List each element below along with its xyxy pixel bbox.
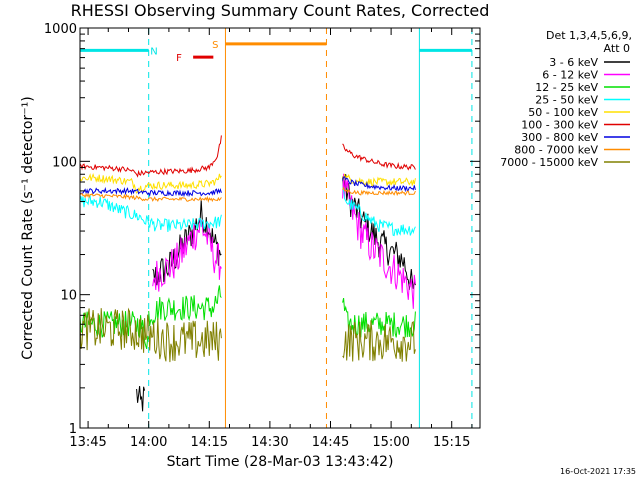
y-tick-label-100: 100	[52, 155, 77, 170]
series-7000-15000-kev	[79, 307, 416, 363]
footer-timestamp: 16-Oct-2021 17:35	[560, 467, 636, 476]
series-12-25-kev	[79, 285, 416, 350]
series-6-12-kev-segment-0	[152, 217, 222, 292]
x-tick-label-75: 15:00	[372, 435, 409, 450]
legend-header-line-1: Det 1,3,4,5,6,9,	[546, 29, 632, 42]
series-layer	[79, 135, 416, 412]
legend-label-6-12-kev: 6 - 12 keV	[542, 69, 598, 82]
series-100-300-kev-segment-0	[79, 135, 222, 178]
series-50-100-kev-segment-1	[342, 173, 416, 187]
series-300-800-kev	[79, 176, 416, 198]
y-tick-label-10: 10	[60, 289, 77, 304]
y-axis-label: Corrected Count Rate (s⁻¹ detector⁻¹)	[20, 96, 36, 359]
flag-label-s: S	[212, 40, 218, 51]
x-tick-label-60: 14:45	[312, 435, 349, 450]
series-7000-15000-kev-segment-1	[342, 320, 416, 362]
legend-label-12-25-kev: 12 - 25 keV	[535, 81, 598, 94]
legend-label-50-100-kev: 50 - 100 keV	[528, 106, 598, 119]
legend-label-300-800-kev: 300 - 800 keV	[521, 131, 598, 144]
series-25-50-kev-segment-1	[342, 187, 416, 237]
series-50-100-kev-segment-0	[79, 172, 222, 194]
series-3-6-kev-segment-2	[342, 174, 416, 290]
x-tick-label-45: 14:30	[251, 435, 288, 450]
series-800-7000-kev	[79, 186, 416, 203]
legend-label-3-6-kev: 3 - 6 keV	[549, 56, 598, 69]
series-3-6-kev	[136, 174, 416, 412]
legend-label-100-300-kev: 100 - 300 keV	[521, 119, 598, 132]
plot-frame	[79, 27, 481, 429]
legend-header-line-2: Att 0	[604, 42, 630, 55]
observing-flag-layer: N F S	[80, 40, 472, 64]
series-100-300-kev	[79, 135, 416, 178]
x-tick-label-0: 13:45	[69, 435, 106, 450]
legend-label-25-50-kev: 25 - 50 keV	[535, 94, 598, 107]
flag-boundary-lines	[148, 28, 473, 428]
series-12-25-kev-segment-0	[79, 311, 150, 350]
series-12-25-kev-segment-2	[342, 297, 416, 338]
y-tick-label-1: 1	[69, 422, 77, 437]
y-tick-label-1000: 1000	[44, 22, 77, 37]
series-25-50-kev	[79, 187, 416, 237]
series-800-7000-kev-segment-1	[342, 186, 416, 197]
x-axis: 13:45 14:00 14:15 14:30 14:45 15:00 15:15	[69, 28, 473, 450]
series-300-800-kev-segment-0	[79, 186, 222, 198]
series-300-800-kev-segment-1	[342, 176, 416, 193]
series-3-6-kev-segment-0	[136, 385, 146, 412]
series-800-7000-kev-segment-0	[79, 192, 222, 203]
series-12-25-kev-segment-1	[148, 285, 222, 326]
x-axis-label: Start Time (28-Mar-03 13:43:42)	[167, 454, 394, 470]
x-tick-label-15: 14:00	[130, 435, 167, 450]
x-tick-label-30: 14:15	[191, 435, 228, 450]
flag-label-n: N	[150, 46, 157, 57]
flag-label-f: F	[176, 53, 182, 64]
series-7000-15000-kev-segment-0	[79, 307, 222, 363]
y-axis: 1 10 100 1000	[44, 22, 480, 437]
series-6-12-kev	[152, 173, 416, 309]
legend-label-7000-15000-kev: 7000 - 15000 keV	[500, 156, 598, 169]
legend-label-800-7000-kev: 800 - 7000 keV	[514, 144, 598, 157]
x-tick-label-90: 15:15	[433, 435, 470, 450]
series-100-300-kev-segment-1	[342, 143, 416, 171]
series-50-100-kev	[79, 172, 416, 194]
chart-title: RHESSI Observing Summary Count Rates, Co…	[71, 1, 490, 20]
series-25-50-kev-segment-0	[79, 194, 222, 233]
series-6-12-kev-segment-1	[342, 173, 416, 309]
